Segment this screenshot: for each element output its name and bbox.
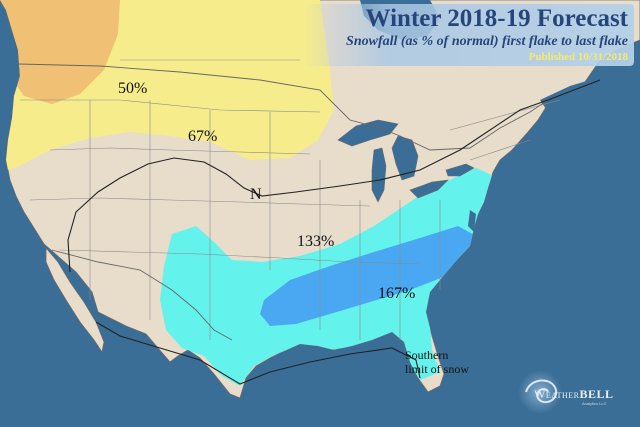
logo-brand: WeatherBELL <box>534 387 614 402</box>
label-southern-limit-line2: limit of snow <box>405 362 470 376</box>
map-title: Winter 2018-19 Forecast <box>365 5 628 32</box>
us-canada-border <box>17 63 569 151</box>
weatherbell-logo <box>518 370 562 414</box>
us-mexico-border <box>51 249 233 341</box>
label-southern-limit-line1: Southern <box>405 348 449 362</box>
logo-sub: Analytics LLC <box>582 401 607 406</box>
lake-michigan <box>371 147 387 203</box>
zone-50-percent <box>0 0 120 104</box>
label-50-percent: 50% <box>118 80 148 97</box>
southern-limit-line <box>95 321 421 385</box>
state-borders <box>20 59 561 340</box>
label-133-percent: 133% <box>297 233 335 250</box>
baja-peninsula <box>45 246 105 354</box>
lake-erie <box>409 179 449 199</box>
title-banner <box>304 4 634 66</box>
published-date: Published 10/31/2018 <box>528 51 628 63</box>
gulf-of-st-lawrence <box>540 80 590 112</box>
logo-brand-suffix: BELL <box>579 387 614 401</box>
normal-contour-line <box>67 79 601 273</box>
chesapeake-bay <box>468 210 476 232</box>
logo-brand-prefix: Weather <box>534 387 580 401</box>
map-subtitle: Snowfall (as % of normal) first flake to… <box>346 34 628 49</box>
lake-ontario <box>445 163 475 177</box>
label-southern-limit: Southern limit of snow <box>405 348 469 376</box>
lake-superior <box>337 119 399 147</box>
label-167-percent: 167% <box>378 285 416 302</box>
label-normal: N <box>250 186 262 203</box>
zone-167-percent <box>260 226 476 326</box>
label-67-percent: 67% <box>188 128 218 145</box>
great-lakes <box>337 119 475 203</box>
lake-huron <box>391 135 419 181</box>
forecast-zones <box>0 0 500 386</box>
